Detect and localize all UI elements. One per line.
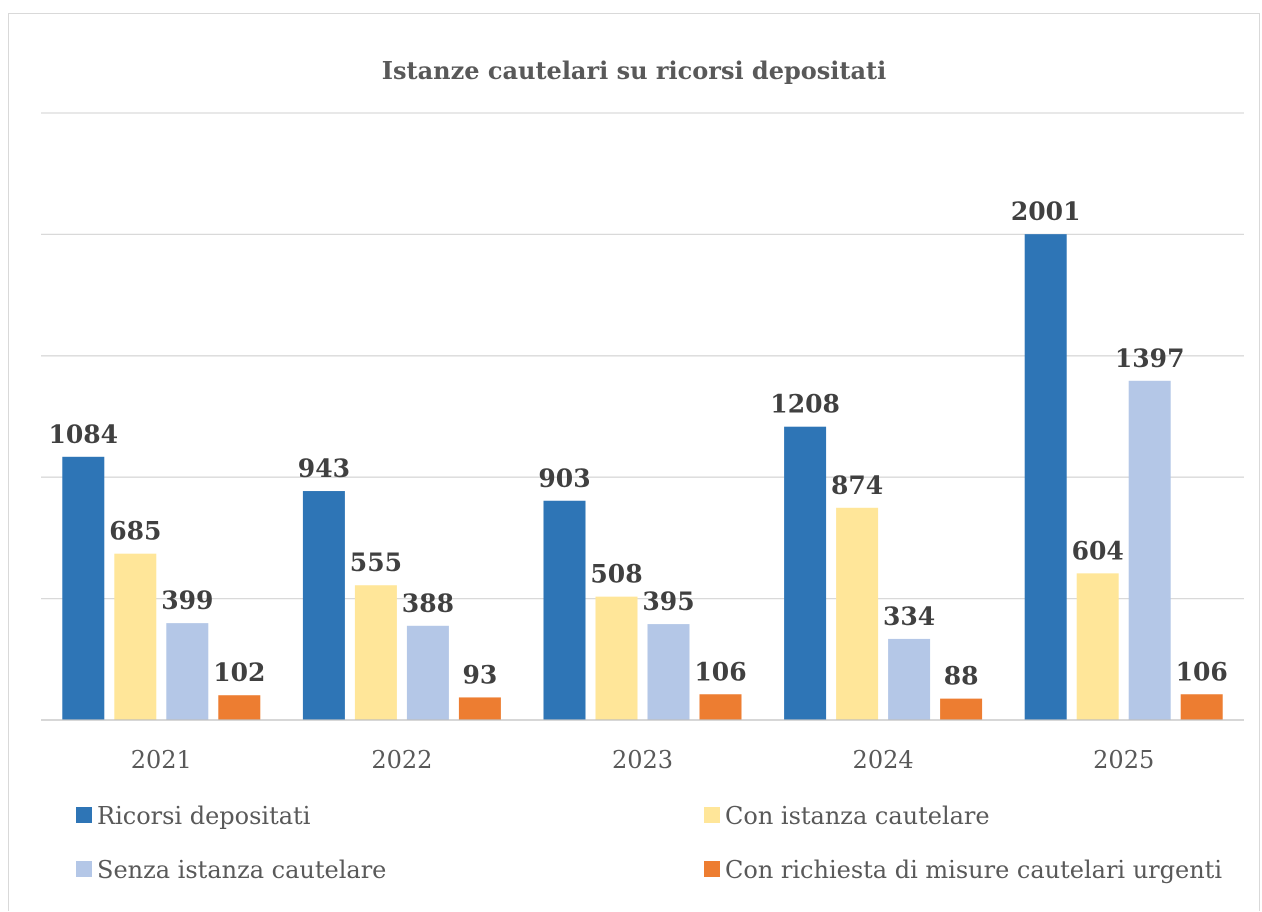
data-label-ricorsi-depositati-2022: 943 xyxy=(298,454,350,483)
bar-con-richiesta-di-misure-cautelari-urgenti-2021 xyxy=(218,695,261,720)
data-label-con-istanza-cautelare-2025: 604 xyxy=(1072,536,1124,565)
bar-con-richiesta-di-misure-cautelari-urgenti-2024 xyxy=(940,698,983,720)
bar-ricorsi-depositati-2023 xyxy=(543,500,586,720)
legend: Ricorsi depositati Con istanza cautelare S… xyxy=(76,802,1222,884)
bar-con-istanza-cautelare-2022 xyxy=(354,585,397,720)
bar-ricorsi-depositati-2021 xyxy=(62,456,105,720)
legend-label: Con istanza cautelare xyxy=(725,802,990,830)
bar-con-richiesta-di-misure-cautelari-urgenti-2025 xyxy=(1180,694,1223,720)
data-label-con-richiesta-di-misure-cautelari-urgenti-2022: 93 xyxy=(463,660,498,689)
data-label-con-richiesta-di-misure-cautelari-urgenti-2023: 106 xyxy=(694,657,746,686)
data-label-ricorsi-depositati-2024: 1208 xyxy=(770,390,840,419)
data-label-senza-istanza-cautelare-2021: 399 xyxy=(161,586,213,615)
legend-swatch xyxy=(704,807,720,823)
data-label-ricorsi-depositati-2025: 2001 xyxy=(1011,197,1081,226)
legend-item-ricorsi-depositati: Ricorsi depositati xyxy=(76,802,311,830)
bar-chart: Istanze cautelari su ricorsi depositati … xyxy=(41,56,1244,884)
bar-con-richiesta-di-misure-cautelari-urgenti-2022 xyxy=(458,697,501,720)
x-tick-label-2022: 2022 xyxy=(371,746,432,774)
x-tick-label-2024: 2024 xyxy=(853,746,914,774)
bar-senza-istanza-cautelare-2023 xyxy=(647,624,690,720)
bar-senza-istanza-cautelare-2021 xyxy=(166,623,209,720)
data-label-senza-istanza-cautelare-2022: 388 xyxy=(402,589,454,618)
legend-item-con-istanza-cautelare: Con istanza cautelare xyxy=(704,802,990,830)
bar-ricorsi-depositati-2024 xyxy=(784,426,827,720)
legend-swatch xyxy=(704,861,720,877)
data-label-con-richiesta-di-misure-cautelari-urgenti-2025: 106 xyxy=(1176,657,1228,686)
data-label-con-istanza-cautelare-2024: 874 xyxy=(831,471,883,500)
bar-con-richiesta-di-misure-cautelari-urgenti-2023 xyxy=(699,694,742,720)
bars xyxy=(62,234,1223,720)
bar-con-istanza-cautelare-2023 xyxy=(595,596,638,720)
legend-label: Ricorsi depositati xyxy=(97,802,311,830)
data-label-senza-istanza-cautelare-2025: 1397 xyxy=(1115,344,1185,373)
chart-title: Istanze cautelari su ricorsi depositati xyxy=(382,56,886,85)
data-label-con-richiesta-di-misure-cautelari-urgenti-2024: 88 xyxy=(944,662,979,691)
data-label-senza-istanza-cautelare-2023: 395 xyxy=(642,587,694,616)
data-label-senza-istanza-cautelare-2024: 334 xyxy=(883,602,935,631)
data-label-con-istanza-cautelare-2022: 555 xyxy=(350,548,402,577)
legend-swatch xyxy=(76,861,92,877)
data-label-ricorsi-depositati-2021: 1084 xyxy=(49,420,119,449)
legend-label: Con richiesta di misure cautelari urgent… xyxy=(725,856,1222,884)
x-tick-label-2025: 2025 xyxy=(1093,746,1154,774)
bar-con-istanza-cautelare-2025 xyxy=(1076,573,1119,720)
x-tick-label-2023: 2023 xyxy=(612,746,673,774)
legend-swatch xyxy=(76,807,92,823)
data-label-ricorsi-depositati-2023: 903 xyxy=(538,464,590,493)
bar-ricorsi-depositati-2025 xyxy=(1024,234,1067,720)
chart-frame: Istanze cautelari su ricorsi depositati … xyxy=(8,13,1260,911)
legend-item-senza-istanza-cautelare: Senza istanza cautelare xyxy=(76,856,386,884)
legend-label: Senza istanza cautelare xyxy=(97,856,386,884)
bar-senza-istanza-cautelare-2025 xyxy=(1128,380,1171,720)
data-label-con-istanza-cautelare-2021: 685 xyxy=(109,517,161,546)
legend-item-con-richiesta-di-misure-cautelari-urgenti: Con richiesta di misure cautelari urgent… xyxy=(704,856,1222,884)
bar-con-istanza-cautelare-2021 xyxy=(114,553,157,720)
bar-senza-istanza-cautelare-2022 xyxy=(406,625,449,720)
data-label-con-istanza-cautelare-2023: 508 xyxy=(590,560,642,589)
bar-ricorsi-depositati-2022 xyxy=(302,491,345,720)
bar-con-istanza-cautelare-2024 xyxy=(836,507,879,720)
bar-senza-istanza-cautelare-2024 xyxy=(888,638,931,720)
x-axis: 2021 2022 2023 2024 2025 xyxy=(41,719,1244,774)
x-tick-label-2021: 2021 xyxy=(131,746,192,774)
data-label-con-richiesta-di-misure-cautelari-urgenti-2021: 102 xyxy=(213,658,265,687)
